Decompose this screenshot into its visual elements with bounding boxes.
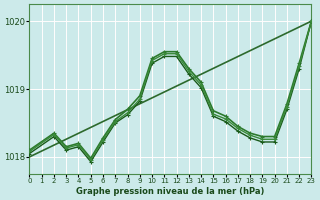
X-axis label: Graphe pression niveau de la mer (hPa): Graphe pression niveau de la mer (hPa) [76,187,265,196]
